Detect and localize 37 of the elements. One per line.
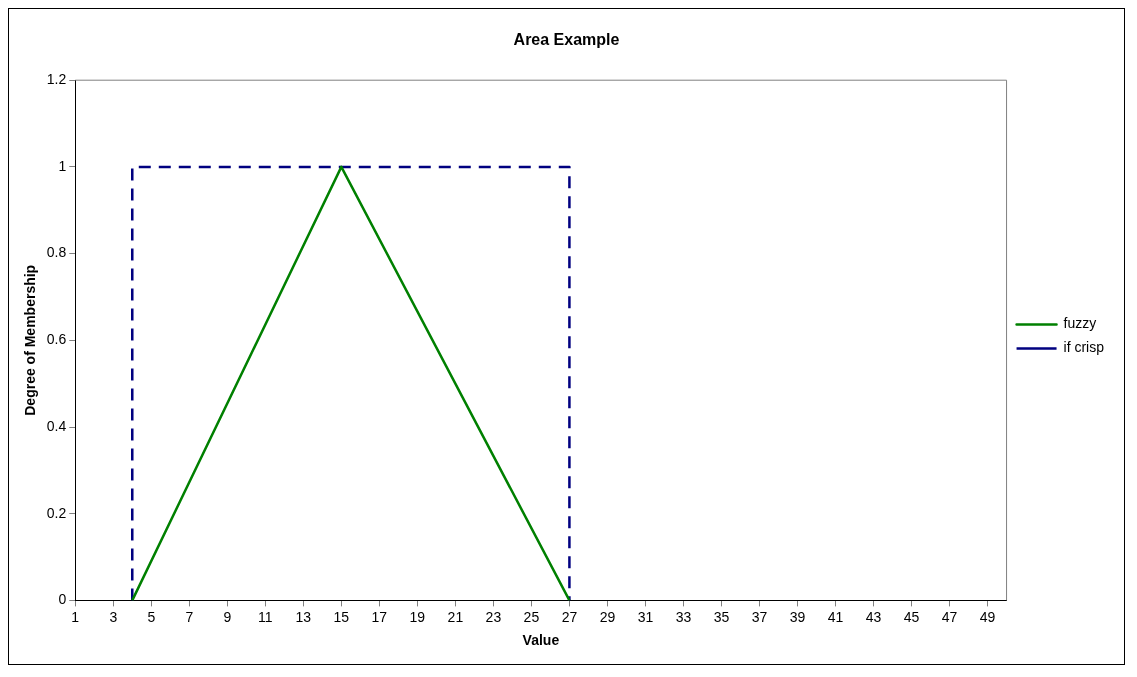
x-tick-label: 15 bbox=[333, 608, 350, 625]
y-tick-label: 0.6 bbox=[46, 331, 67, 348]
x-tick-label: 31 bbox=[637, 608, 654, 625]
x-tick-label: 43 bbox=[865, 608, 882, 625]
x-tick-label: 7 bbox=[185, 608, 194, 625]
x-tick-label: 23 bbox=[485, 608, 502, 625]
x-tick-label: 19 bbox=[409, 608, 426, 625]
x-tick-label: 41 bbox=[827, 608, 844, 625]
x-tick-label: 1 bbox=[71, 608, 80, 625]
x-tick-label: 13 bbox=[295, 608, 312, 625]
x-tick-label: 45 bbox=[903, 608, 920, 625]
y-tick-label: 0.4 bbox=[46, 417, 67, 434]
x-tick-label: 37 bbox=[751, 608, 768, 625]
x-tick-label: 29 bbox=[599, 608, 616, 625]
x-tick-label: 3 bbox=[109, 608, 118, 625]
x-tick-label: 47 bbox=[941, 608, 958, 625]
y-axis-title: Degree of Membership bbox=[22, 264, 39, 416]
x-tick-label: 9 bbox=[223, 608, 232, 625]
chart-title: Area Example bbox=[513, 31, 620, 49]
x-tick-label: 39 bbox=[789, 608, 806, 625]
y-tick-label: 1 bbox=[58, 157, 67, 174]
y-tick-label: 0.8 bbox=[46, 244, 67, 261]
legend-label: if crisp bbox=[1063, 339, 1105, 356]
x-tick-label: 33 bbox=[675, 608, 692, 625]
x-tick-label: 27 bbox=[561, 608, 578, 625]
x-tick-label: 11 bbox=[258, 608, 273, 625]
y-tick-label: 1.2 bbox=[46, 71, 67, 88]
y-tick-label: 0 bbox=[58, 591, 67, 608]
x-tick-label: 35 bbox=[713, 608, 730, 625]
x-axis-title: Value bbox=[522, 632, 560, 649]
x-tick-label: 49 bbox=[979, 608, 996, 625]
legend-label: fuzzy bbox=[1063, 315, 1097, 332]
x-tick-label: 21 bbox=[447, 608, 464, 625]
x-tick-label: 17 bbox=[371, 608, 388, 625]
y-tick-label: 0.2 bbox=[46, 504, 67, 521]
x-tick-label: 5 bbox=[147, 608, 156, 625]
x-tick-label: 25 bbox=[523, 608, 540, 625]
